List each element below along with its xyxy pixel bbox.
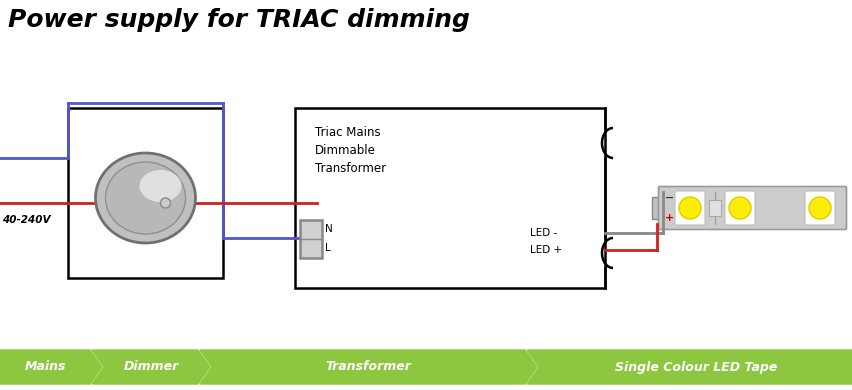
Bar	[651, 197, 663, 219]
Polygon shape	[0, 350, 102, 384]
Ellipse shape	[95, 153, 195, 243]
Text: Triac Mains
Dimmable
Transformer: Triac Mains Dimmable Transformer	[314, 126, 386, 175]
Text: −: −	[665, 193, 674, 203]
Text: LED +: LED +	[529, 245, 561, 255]
Bar	[300, 220, 321, 258]
Text: Single Colour LED Tape: Single Colour LED Tape	[614, 360, 776, 374]
Bar	[68, 108, 222, 278]
Text: Mains: Mains	[24, 360, 66, 374]
Circle shape	[678, 197, 700, 219]
Circle shape	[728, 197, 750, 219]
Ellipse shape	[106, 162, 185, 234]
Text: Dimmer: Dimmer	[124, 360, 178, 374]
FancyBboxPatch shape	[674, 191, 704, 225]
Polygon shape	[199, 350, 537, 384]
Text: L: L	[325, 243, 331, 253]
Circle shape	[160, 198, 170, 208]
Circle shape	[808, 197, 830, 219]
Ellipse shape	[140, 170, 181, 202]
Text: Power supply for TRIAC dimming: Power supply for TRIAC dimming	[8, 8, 469, 32]
FancyBboxPatch shape	[724, 191, 754, 225]
Bar	[0, 348, 852, 386]
Text: LED -: LED -	[529, 228, 556, 238]
FancyBboxPatch shape	[804, 191, 834, 225]
Polygon shape	[527, 350, 852, 384]
Text: N: N	[325, 224, 332, 234]
Text: +: +	[665, 213, 673, 223]
Text: Transformer: Transformer	[325, 360, 411, 374]
Bar	[708, 200, 720, 216]
Bar	[295, 108, 604, 288]
Text: 40-240V: 40-240V	[2, 215, 50, 225]
Polygon shape	[92, 350, 210, 384]
FancyBboxPatch shape	[658, 186, 845, 229]
